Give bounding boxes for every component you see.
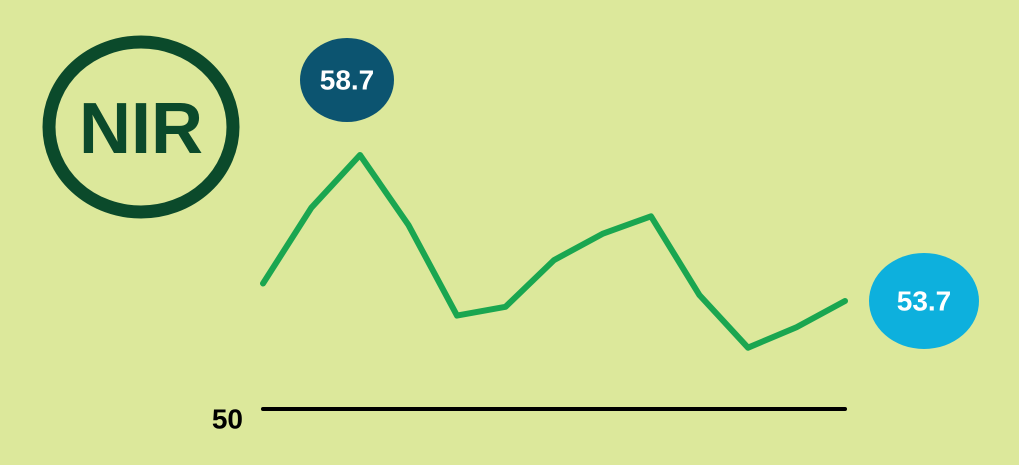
last-label: 53.7 xyxy=(897,285,952,316)
last-bubble xyxy=(869,252,979,349)
data-line xyxy=(260,152,848,351)
max-label: 58.7 xyxy=(320,65,375,96)
reference-label: 50 xyxy=(212,404,243,435)
max-bubble xyxy=(300,38,394,122)
logo-text: NIR xyxy=(79,89,203,169)
logo-ring xyxy=(42,35,240,219)
